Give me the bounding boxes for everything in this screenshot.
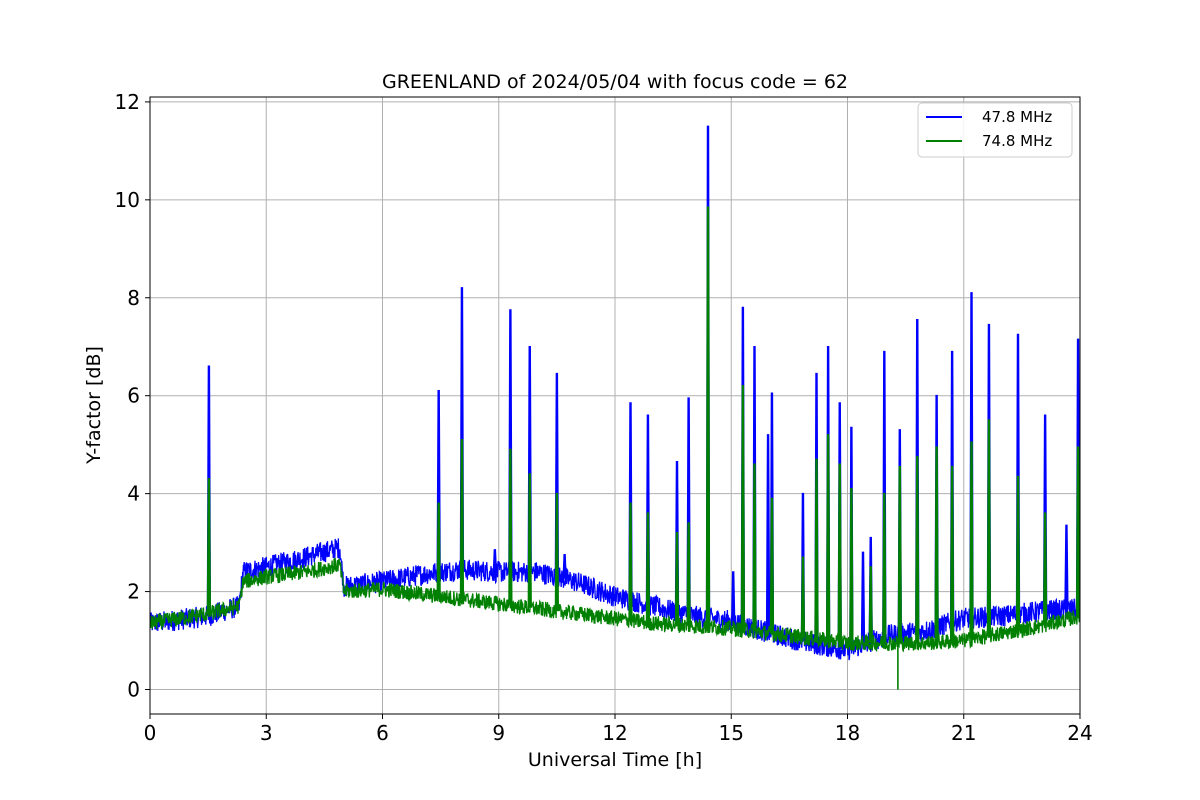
x-tick-label: 9 — [492, 721, 505, 745]
spike-point — [740, 385, 746, 630]
x-tick-label: 15 — [719, 721, 744, 745]
spike-point — [949, 465, 955, 642]
spike-point — [459, 438, 465, 600]
y-tick-label: 6 — [127, 384, 140, 408]
spike-point — [969, 441, 974, 640]
spike-point — [769, 497, 775, 634]
y-tick-label: 4 — [127, 482, 140, 506]
spike-point — [527, 473, 532, 608]
series-layer — [150, 125, 1080, 690]
y-axis-ticks: 0 2 4 6 8 10 12 — [115, 90, 150, 702]
spike-point — [1042, 512, 1048, 625]
spike-point — [686, 522, 691, 626]
spike-point — [986, 419, 992, 636]
x-tick-label: 24 — [1067, 721, 1092, 745]
spike-point — [492, 549, 498, 572]
spike-point — [882, 492, 887, 644]
series-line — [150, 558, 1080, 653]
spike-point — [915, 456, 920, 644]
legend-label-74-8: 74.8 MHz — [982, 132, 1052, 150]
spike-point — [508, 448, 513, 606]
spike-point — [1015, 475, 1021, 631]
spike-point — [436, 502, 441, 597]
chart-title: GREENLAND of 2024/05/04 with focus code … — [382, 71, 848, 93]
series-line — [150, 538, 1080, 661]
spike-point — [868, 566, 873, 644]
spike-point — [860, 551, 866, 645]
x-tick-label: 18 — [835, 721, 860, 745]
x-tick-label: 6 — [376, 721, 389, 745]
spike-point — [1075, 446, 1080, 617]
y-tick-label: 8 — [127, 286, 140, 310]
spike-point — [628, 502, 633, 621]
spike-point — [705, 206, 711, 627]
spike-point — [206, 478, 212, 614]
spike-point — [825, 434, 831, 641]
spike-point — [800, 556, 806, 638]
y-tick-label: 2 — [127, 580, 140, 604]
y-axis-label: Y-factor [dB] — [83, 346, 105, 465]
spike-point — [765, 434, 771, 633]
spike-point — [814, 458, 819, 640]
y-tick-label: 10 — [115, 188, 140, 212]
x-tick-label: 3 — [260, 721, 273, 745]
spike-point — [837, 463, 842, 643]
x-axis-label: Universal Time [h] — [528, 749, 702, 771]
spike-point — [645, 512, 651, 623]
x-tick-label: 0 — [144, 721, 157, 745]
series-74-8-mhz — [150, 206, 1080, 690]
spike-point — [849, 487, 854, 644]
spike-point — [562, 554, 567, 579]
x-tick-label: 21 — [951, 721, 976, 745]
spike-point — [554, 492, 560, 612]
x-axis-ticks: 0 3 6 9 12 15 18 21 24 — [144, 714, 1093, 745]
spike-point — [934, 446, 939, 643]
spike-point — [897, 465, 902, 644]
y-tick-label: 0 — [127, 678, 140, 702]
spike-point — [731, 571, 736, 622]
y-tick-label: 12 — [115, 90, 140, 114]
spike-point — [1064, 524, 1069, 610]
legend: 47.8 MHz 74.8 MHz — [917, 102, 1073, 158]
spike-point — [674, 532, 680, 625]
legend-label-47-8: 47.8 MHz — [982, 108, 1052, 126]
x-tick-label: 12 — [602, 721, 627, 745]
spike-point — [752, 463, 757, 632]
